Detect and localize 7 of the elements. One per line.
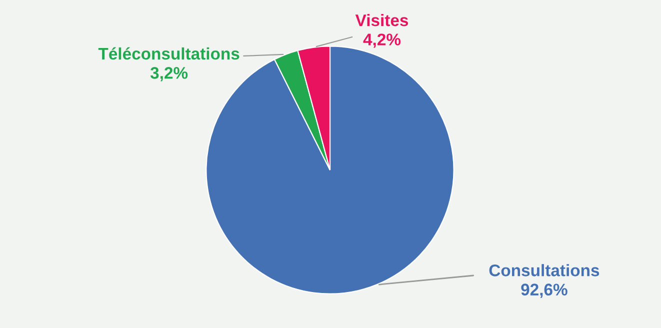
- data-label: 4,2%: [363, 34, 401, 48]
- data-label: 3,2%: [150, 67, 188, 82]
- slice-label: Visites: [355, 14, 408, 26]
- data-label: 92,6%: [521, 284, 568, 298]
- slice-label: Consultations: [489, 264, 600, 276]
- pie-slice: [274, 50, 331, 171]
- slice-label: Téléconsultations: [98, 47, 240, 60]
